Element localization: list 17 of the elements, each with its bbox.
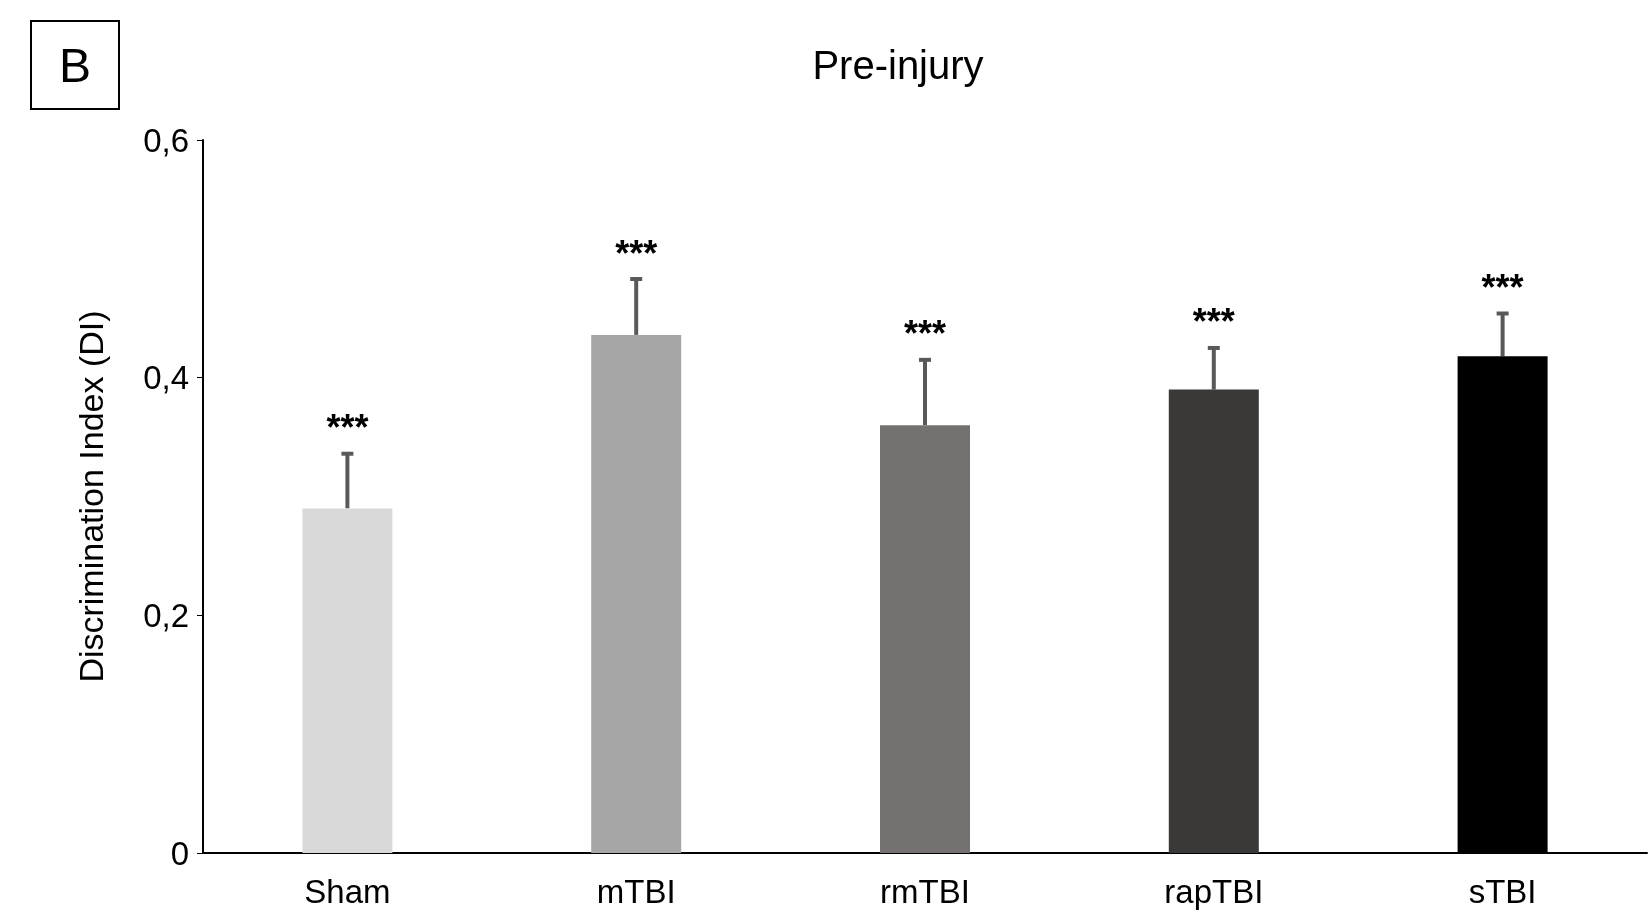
annotation: ***	[326, 407, 369, 449]
x-tick-label: Sham	[304, 873, 391, 910]
text: B	[58, 38, 92, 92]
x-tick-label: sTBI	[1468, 873, 1537, 910]
y-tick-label: 0,4	[143, 359, 189, 397]
y-tick-label: 0,2	[143, 596, 189, 634]
y-axis-title: Discrimination Index (DI)	[72, 310, 110, 683]
chart-title: Pre-injury	[812, 43, 984, 87]
annotation: ***	[1192, 301, 1235, 343]
x-tick-label: mTBI	[596, 873, 676, 910]
y-tick-label: 0	[170, 834, 189, 872]
x-tick-label: rapTBI	[1164, 873, 1264, 910]
y-tick-label: 0,6	[143, 121, 189, 159]
annotation: ***	[615, 232, 658, 274]
x-tick-label: rmTBI	[880, 873, 970, 910]
annotation: ***	[1481, 267, 1524, 308]
annotation: ***	[903, 313, 947, 355]
